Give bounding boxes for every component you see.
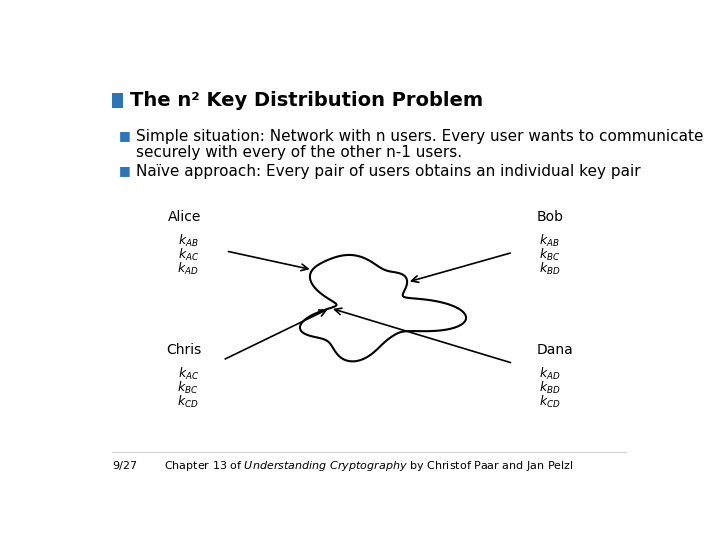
Text: $k_{BC}$: $k_{BC}$ [178, 380, 199, 396]
Text: $k_{AC}$: $k_{AC}$ [178, 366, 199, 382]
Text: ■: ■ [119, 129, 131, 142]
Text: $k_{BD}$: $k_{BD}$ [539, 380, 561, 396]
Text: ■: ■ [119, 164, 131, 177]
Text: securely with every of the other n-1 users.: securely with every of the other n-1 use… [136, 145, 462, 160]
Text: $k_{BC}$: $k_{BC}$ [539, 247, 560, 263]
Text: Simple situation: Network with n users. Every user wants to communicate: Simple situation: Network with n users. … [136, 129, 703, 144]
Text: 9/27: 9/27 [112, 461, 138, 471]
Text: The n² Key Distribution Problem: The n² Key Distribution Problem [130, 91, 483, 110]
Text: $k_{BD}$: $k_{BD}$ [539, 261, 561, 276]
FancyBboxPatch shape [112, 93, 124, 109]
Text: $k_{CD}$: $k_{CD}$ [539, 394, 561, 410]
Text: Alice: Alice [168, 210, 202, 224]
Text: Naïve approach: Every pair of users obtains an individual key pair: Naïve approach: Every pair of users obta… [136, 164, 640, 179]
Text: $k_{AC}$: $k_{AC}$ [178, 247, 199, 263]
Text: Chris: Chris [166, 343, 202, 357]
Text: $k_{AD}$: $k_{AD}$ [539, 366, 561, 382]
Text: $k_{AB}$: $k_{AB}$ [178, 233, 199, 249]
Text: $k_{AB}$: $k_{AB}$ [539, 233, 560, 249]
Text: Dana: Dana [536, 343, 573, 357]
Text: $k_{CD}$: $k_{CD}$ [177, 394, 199, 410]
Text: Bob: Bob [536, 210, 564, 224]
Text: Chapter 13 of $\it{Understanding\ Cryptography}$ by Christof Paar and Jan Pelzl: Chapter 13 of $\it{Understanding\ Crypto… [164, 459, 574, 473]
Text: $k_{AD}$: $k_{AD}$ [177, 261, 199, 276]
